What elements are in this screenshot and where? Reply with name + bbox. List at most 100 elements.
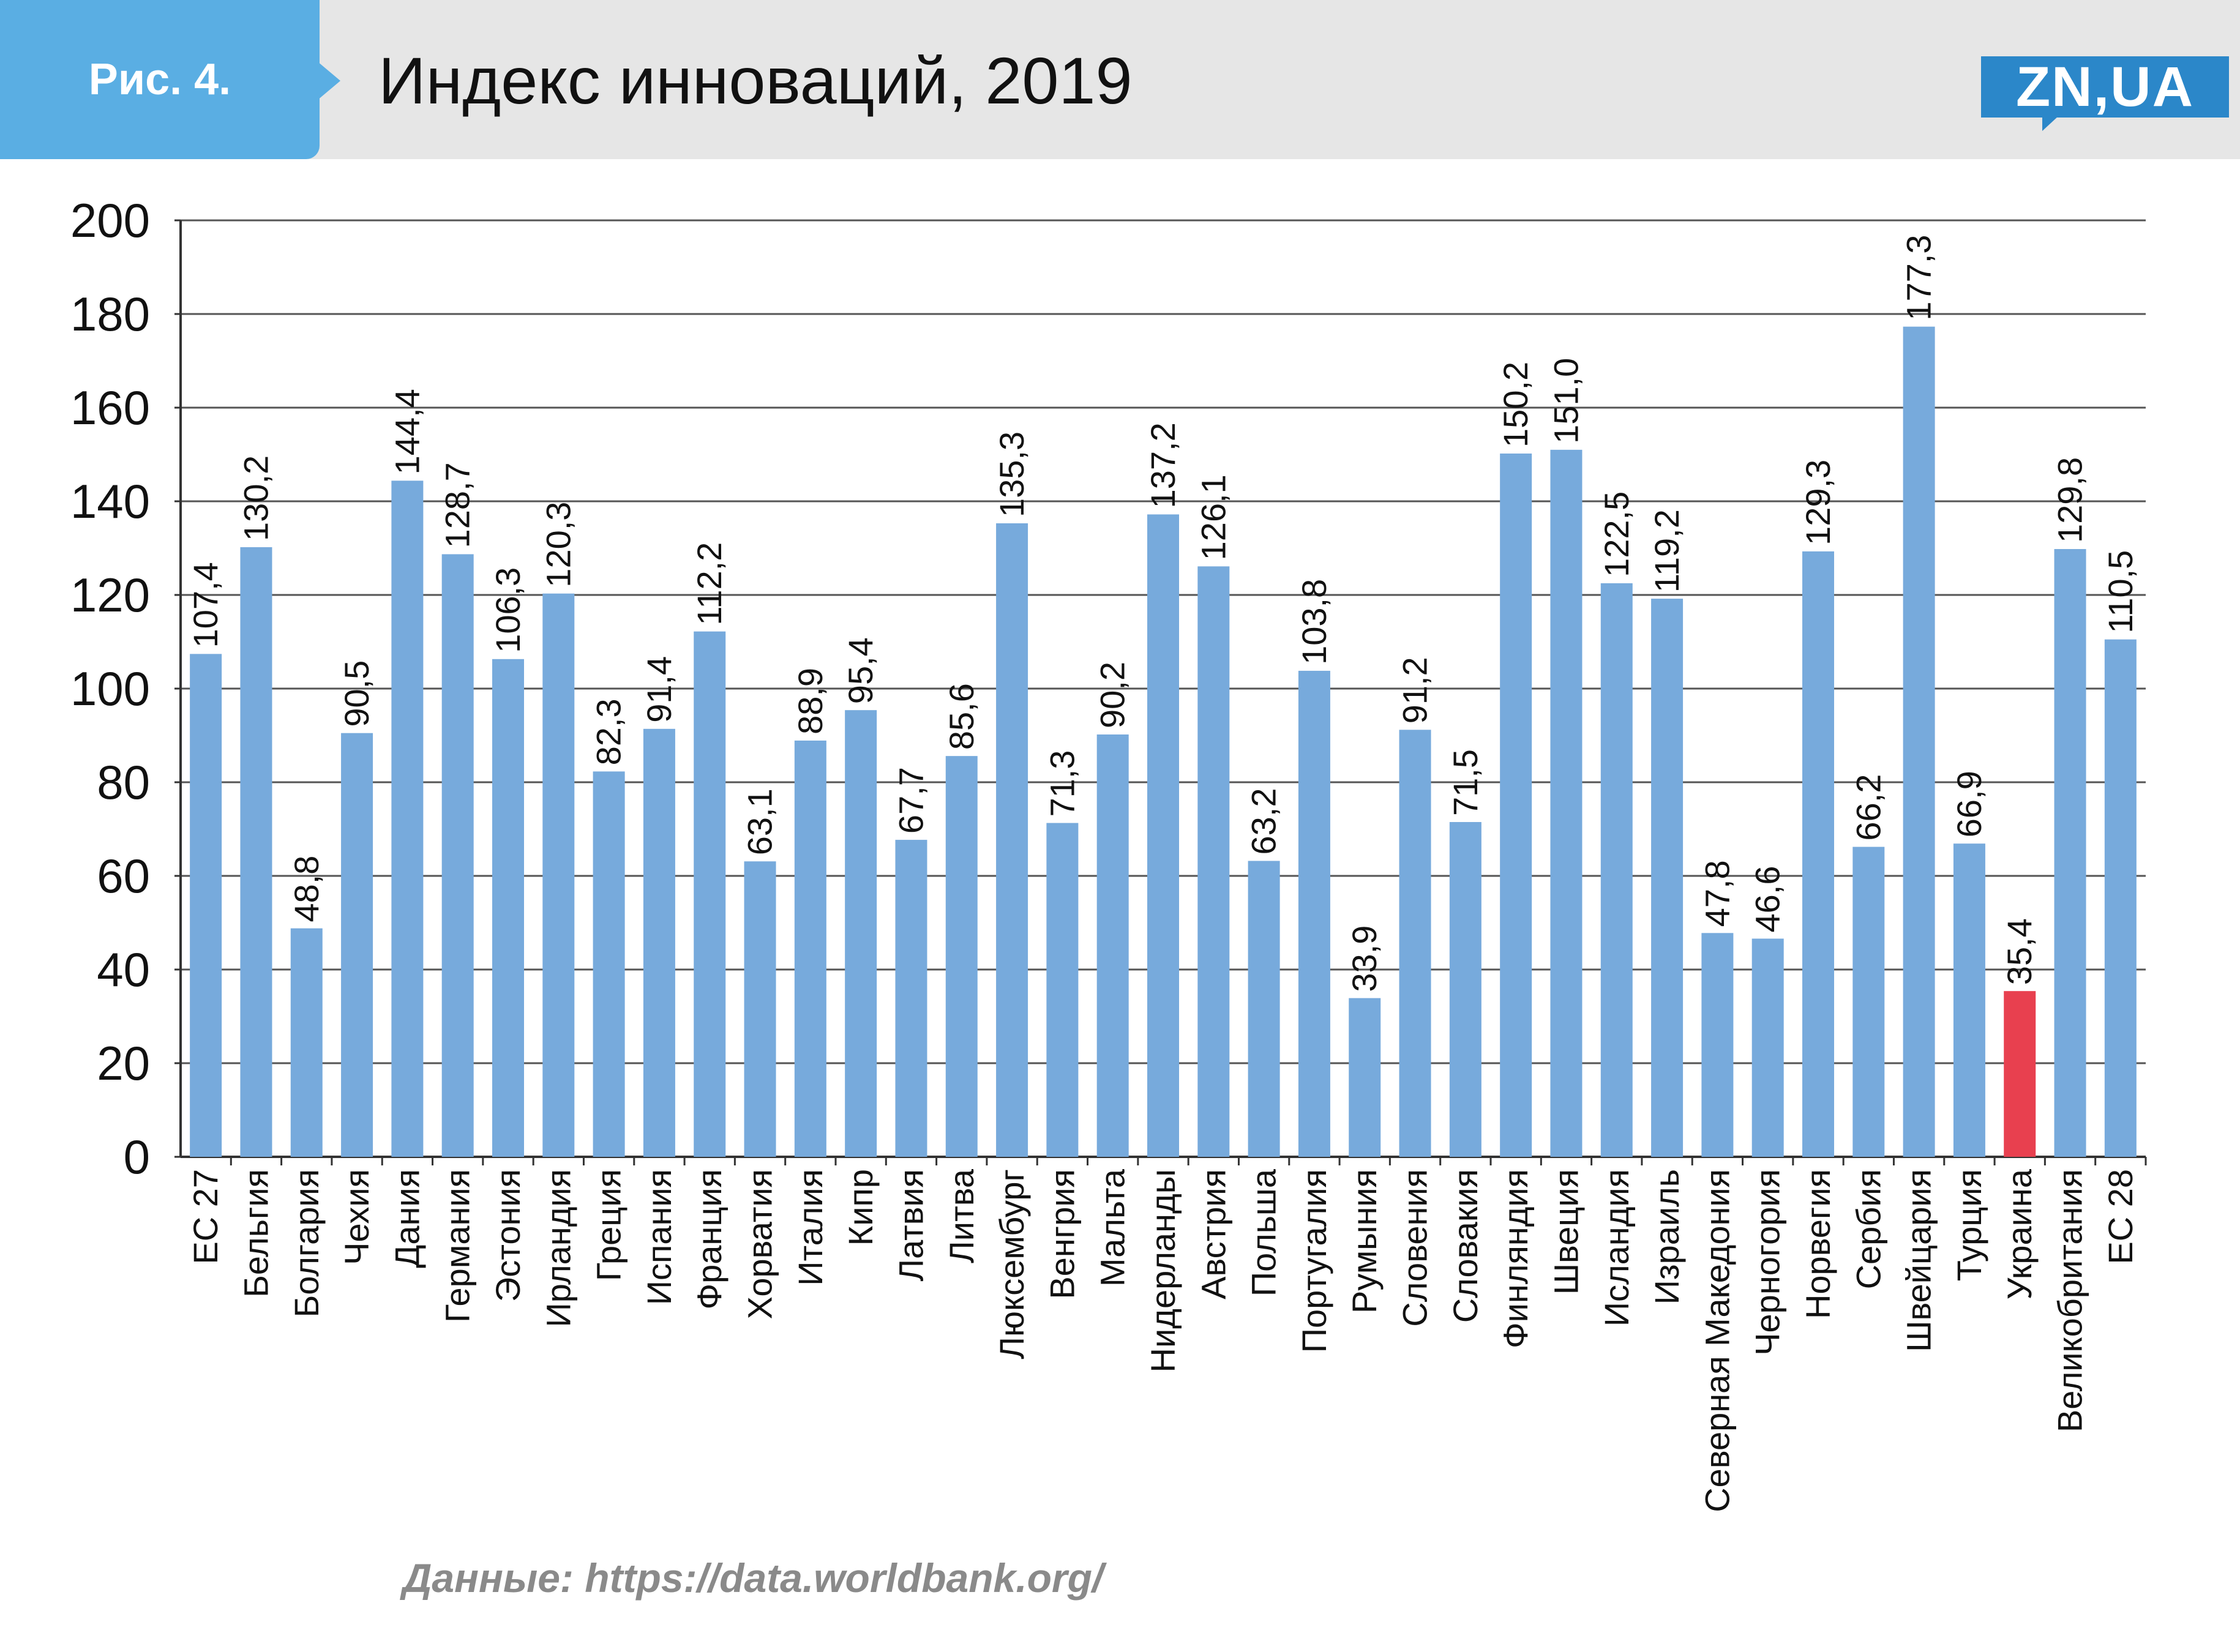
bar	[1903, 326, 1935, 1157]
value-label: 122,5	[1597, 491, 1636, 577]
value-label: 88,9	[791, 668, 830, 734]
value-label: 48,8	[287, 856, 326, 922]
value-label: 95,4	[841, 637, 880, 704]
value-label: 107,4	[186, 562, 225, 648]
bar	[794, 740, 826, 1157]
value-label: 82,3	[590, 698, 628, 765]
bar	[542, 593, 575, 1157]
y-tick-label: 140	[70, 474, 150, 528]
y-tick-label: 160	[70, 381, 150, 435]
bar	[1751, 938, 1784, 1157]
bar	[2054, 549, 2086, 1157]
bar	[1701, 933, 1734, 1157]
category-label: Северная Македония	[1698, 1169, 1736, 1512]
bar	[2004, 991, 2036, 1157]
value-label: 71,5	[1446, 749, 1485, 816]
value-label: 129,3	[1799, 460, 1837, 545]
value-label: 106,3	[489, 567, 527, 653]
bar	[1349, 998, 1381, 1157]
category-label: Ирландия	[539, 1169, 577, 1328]
bar	[2104, 639, 2137, 1157]
figure-label: Рис. 4.	[88, 55, 231, 104]
value-label: 135,3	[992, 432, 1031, 517]
y-tick-label: 100	[70, 662, 150, 716]
category-label: Хорватия	[741, 1169, 779, 1319]
value-label: 33,9	[1345, 925, 1384, 992]
category-label: Венгрия	[1043, 1169, 1081, 1299]
category-label: Черногория	[1748, 1169, 1787, 1356]
value-label: 67,7	[891, 767, 930, 834]
value-label: 63,2	[1245, 788, 1283, 855]
bar	[1298, 670, 1330, 1157]
bar	[1248, 861, 1280, 1157]
y-tick-label: 40	[97, 943, 150, 996]
figure-badge-arrow	[317, 61, 340, 100]
bar	[190, 654, 222, 1157]
value-label: 103,8	[1295, 579, 1333, 665]
category-label: Болгария	[287, 1169, 326, 1317]
value-label: 71,3	[1043, 750, 1081, 817]
logo-text: ZN,UA	[2015, 55, 2195, 118]
value-label: 129,8	[2051, 457, 2089, 543]
value-label: 85,6	[942, 683, 981, 750]
bar	[1953, 843, 1985, 1157]
category-label: Исландия	[1597, 1169, 1636, 1326]
y-tick-label: 20	[97, 1036, 150, 1090]
category-label: Финляндия	[1496, 1169, 1535, 1348]
category-label: Словакия	[1446, 1169, 1485, 1323]
category-label: Италия	[791, 1169, 830, 1286]
value-label: 130,2	[236, 455, 275, 541]
category-label: Кипр	[841, 1169, 880, 1246]
value-label: 91,2	[1396, 657, 1434, 723]
value-label: 126,1	[1194, 474, 1232, 560]
data-source: Данные: https://data.worldbank.org/	[402, 1555, 1104, 1601]
value-label: 35,4	[2000, 918, 2039, 985]
bar	[945, 756, 978, 1157]
category-label: Польша	[1245, 1168, 1283, 1296]
bar	[441, 554, 474, 1157]
bar	[290, 928, 323, 1157]
value-label: 63,1	[741, 788, 779, 855]
value-label: 177,3	[1900, 235, 1938, 321]
value-label: 112,2	[690, 542, 729, 626]
category-label: Франция	[690, 1169, 729, 1309]
value-label: 66,2	[1849, 774, 1887, 841]
category-label: Латвия	[891, 1169, 930, 1282]
y-tick-label: 120	[70, 568, 150, 622]
category-label: Словения	[1396, 1169, 1434, 1327]
category-label: Австрия	[1194, 1169, 1232, 1299]
bar	[1802, 551, 1834, 1157]
value-label: 128,7	[438, 462, 477, 548]
category-label: Люксембург	[992, 1169, 1031, 1359]
category-label: Великобритания	[2051, 1169, 2089, 1432]
bar	[1500, 453, 1532, 1157]
category-label: Греция	[590, 1169, 628, 1281]
category-label: Дания	[388, 1169, 426, 1268]
bar	[694, 631, 726, 1157]
category-label: Чехия	[337, 1169, 376, 1265]
value-label: 119,2	[1647, 509, 1686, 592]
value-label: 120,3	[539, 502, 577, 588]
bar	[240, 547, 272, 1157]
logo-speech-tail	[2042, 116, 2058, 131]
category-label: Украина	[2000, 1168, 2039, 1299]
header-band	[0, 0, 2240, 159]
zn-ua-logo: ZN,UA	[1981, 56, 2229, 118]
category-label: Португалия	[1295, 1169, 1333, 1353]
category-label: Литва	[942, 1168, 981, 1263]
category-label: ЕС 27	[186, 1169, 225, 1265]
bar	[1600, 583, 1633, 1157]
bar	[895, 840, 927, 1157]
category-label: Нидерланды	[1144, 1169, 1182, 1372]
chart-title: Индекс инноваций, 2019	[378, 43, 1133, 118]
bar	[1046, 823, 1079, 1157]
category-label: Бельгия	[236, 1169, 275, 1298]
category-label: ЕС 28	[2101, 1169, 2140, 1265]
category-label: Германия	[438, 1169, 477, 1323]
bar	[996, 523, 1028, 1157]
category-label: Турция	[1950, 1169, 1988, 1281]
category-label: Израиль	[1647, 1169, 1686, 1304]
category-label: Швейцария	[1900, 1169, 1938, 1352]
y-tick-label: 200	[70, 193, 150, 247]
category-label: Эстония	[489, 1169, 527, 1302]
